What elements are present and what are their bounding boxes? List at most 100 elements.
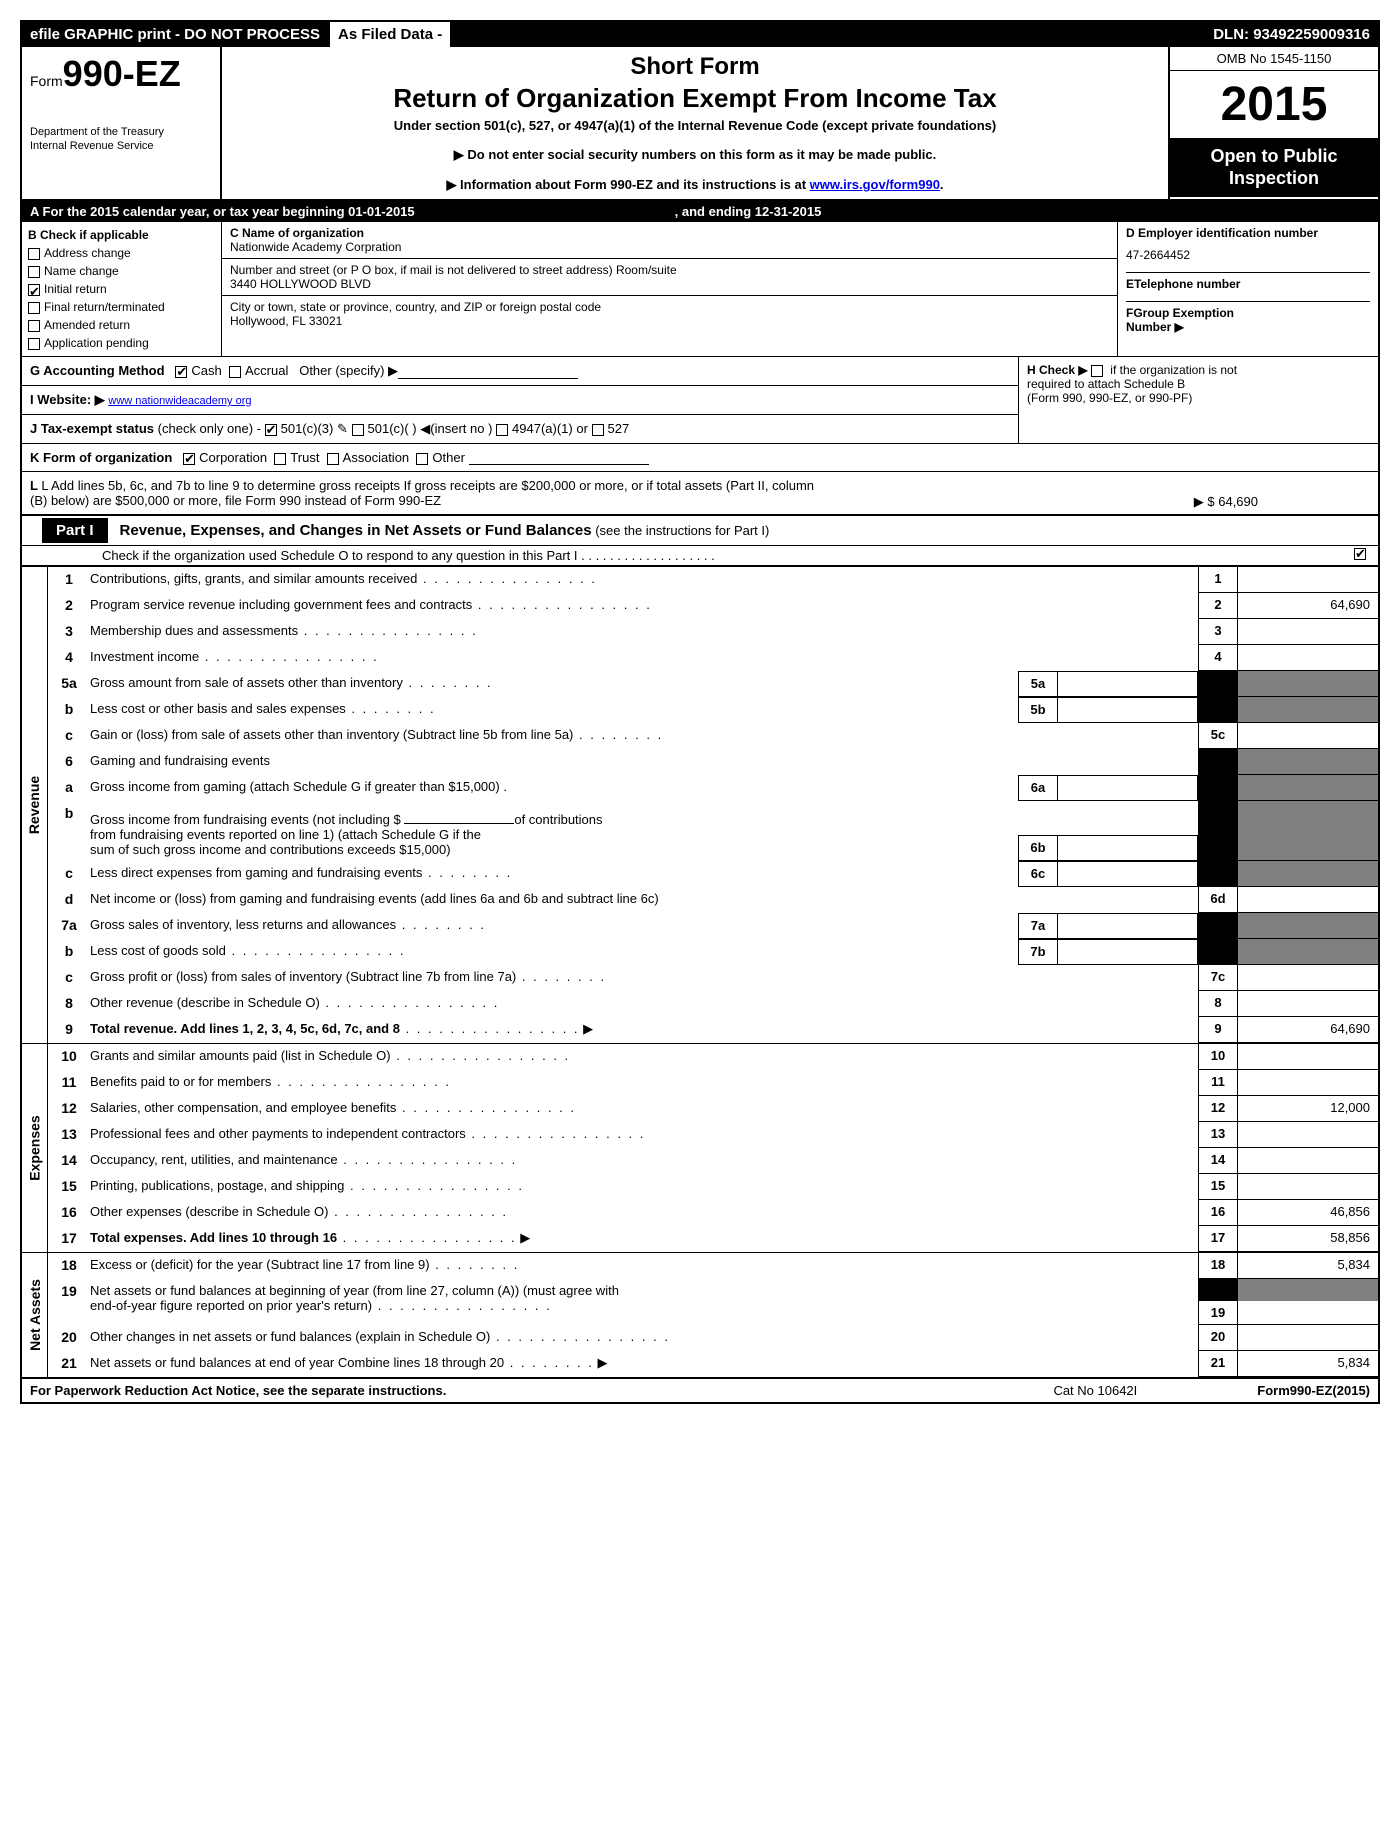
line-6a-no: a bbox=[48, 775, 90, 801]
j-501c-check[interactable] bbox=[352, 424, 364, 436]
line-6a-rn bbox=[1198, 775, 1238, 801]
dots bbox=[403, 675, 493, 690]
j-527-check[interactable] bbox=[592, 424, 604, 436]
note-info: ▶ Information about Form 990-EZ and its … bbox=[234, 177, 1156, 193]
arrow-icon bbox=[594, 1355, 608, 1370]
c-city: City or town, state or province, country… bbox=[222, 296, 1117, 332]
line-20-text: Other changes in net assets or fund bala… bbox=[90, 1329, 490, 1344]
part-i-check-row: Check if the organization used Schedule … bbox=[22, 546, 1378, 566]
line-15-text: Printing, publications, postage, and shi… bbox=[90, 1178, 344, 1193]
part-i-check-text: Check if the organization used Schedule … bbox=[102, 548, 715, 563]
line-14-no: 14 bbox=[48, 1148, 90, 1174]
dots bbox=[396, 917, 486, 932]
line-6b: b Gross income from fundraising events (… bbox=[48, 801, 1378, 861]
line-6c: c Less direct expenses from gaming and f… bbox=[48, 861, 1378, 887]
j-insert: ◀(insert no ) bbox=[420, 421, 492, 436]
dots bbox=[320, 995, 500, 1010]
line-12-text: Salaries, other compensation, and employ… bbox=[90, 1100, 396, 1115]
line-21-desc: Net assets or fund balances at end of ye… bbox=[90, 1351, 1198, 1377]
b-opt-2: Initial return bbox=[28, 280, 215, 298]
line-6b-blank[interactable] bbox=[404, 823, 514, 824]
subtitle: Under section 501(c), 527, or 4947(a)(1)… bbox=[234, 118, 1156, 133]
dots bbox=[338, 1152, 518, 1167]
g-other-blank[interactable] bbox=[398, 365, 578, 379]
expenses-label: Expenses bbox=[22, 1044, 48, 1252]
line-21-text: Net assets or fund balances at end of ye… bbox=[90, 1355, 504, 1370]
line-5b-rn bbox=[1198, 697, 1238, 723]
line-17-rn: 17 bbox=[1198, 1226, 1238, 1252]
line-14-desc: Occupancy, rent, utilities, and maintena… bbox=[90, 1148, 1198, 1174]
dots bbox=[337, 1230, 517, 1245]
line-5b-no: b bbox=[48, 697, 90, 723]
l-amount: ▶ $ 64,690 bbox=[1194, 494, 1258, 510]
b-check-0[interactable] bbox=[28, 248, 40, 260]
part-i-title-text: Revenue, Expenses, and Changes in Net As… bbox=[120, 522, 592, 539]
k-corp-check[interactable] bbox=[183, 453, 195, 465]
b-check-5[interactable] bbox=[28, 338, 40, 350]
line-7b-desc: Less cost of goods sold bbox=[90, 939, 1018, 965]
b-check-3[interactable] bbox=[28, 302, 40, 314]
irs-link[interactable]: www.irs.gov/form990 bbox=[810, 177, 940, 192]
line-7a-no: 7a bbox=[48, 913, 90, 939]
i-website[interactable]: www nationwideacademy org bbox=[108, 395, 251, 407]
line-4-desc: Investment income bbox=[90, 645, 1198, 671]
j-note: (check only one) - bbox=[158, 421, 261, 436]
tax-year: 2015 bbox=[1170, 71, 1378, 138]
line-5a-text: Gross amount from sale of assets other t… bbox=[90, 675, 403, 690]
b-check-4[interactable] bbox=[28, 320, 40, 332]
row-j: J Tax-exempt status (check only one) - 5… bbox=[22, 415, 1018, 443]
b-label-0: Address change bbox=[44, 246, 131, 260]
footer-left: For Paperwork Reduction Act Notice, see … bbox=[30, 1383, 446, 1398]
line-12-no: 12 bbox=[48, 1096, 90, 1122]
dots bbox=[516, 969, 606, 984]
bcdef-block: B Check if applicable Address change Nam… bbox=[22, 222, 1378, 357]
line-6b-rv bbox=[1238, 801, 1378, 861]
line-4-rv bbox=[1238, 645, 1378, 671]
line-6d: d Net income or (loss) from gaming and f… bbox=[48, 887, 1378, 913]
h-check[interactable] bbox=[1091, 365, 1103, 377]
k-trust-check[interactable] bbox=[274, 453, 286, 465]
g-cash-check[interactable] bbox=[175, 366, 187, 378]
footer-right: Form990-EZ(2015) bbox=[1257, 1383, 1370, 1398]
b-check-1[interactable] bbox=[28, 266, 40, 278]
line-6c-mn: 6c bbox=[1018, 861, 1058, 887]
line-5b: b Less cost or other basis and sales exp… bbox=[48, 697, 1378, 723]
g-accrual-check[interactable] bbox=[229, 366, 241, 378]
line-6b-mn: 6b bbox=[1018, 835, 1058, 861]
j-501c3-check[interactable] bbox=[265, 424, 277, 436]
part-i-tag: Part I bbox=[42, 518, 108, 543]
part-i-sched-o-check[interactable] bbox=[1354, 548, 1366, 560]
line-3-no: 3 bbox=[48, 619, 90, 645]
h-text3: required to attach Schedule B bbox=[1027, 377, 1185, 391]
line-20-desc: Other changes in net assets or fund bala… bbox=[90, 1325, 1198, 1351]
k-other-check[interactable] bbox=[416, 453, 428, 465]
dots bbox=[573, 727, 663, 742]
b-check-2[interactable] bbox=[28, 284, 40, 296]
line-1-rn: 1 bbox=[1198, 567, 1238, 593]
dots bbox=[396, 1100, 576, 1115]
k-assoc-check[interactable] bbox=[327, 453, 339, 465]
k-other-blank[interactable] bbox=[469, 451, 649, 465]
line-5a: 5a Gross amount from sale of assets othe… bbox=[48, 671, 1378, 697]
line-6b-mv bbox=[1058, 835, 1198, 861]
footer-right-prefix: Form bbox=[1257, 1383, 1290, 1398]
line-6b-t4: sum of such gross income and contributio… bbox=[90, 842, 1012, 857]
part-i-title: Revenue, Expenses, and Changes in Net As… bbox=[108, 522, 770, 539]
line-10-rn: 10 bbox=[1198, 1044, 1238, 1070]
j-4947-check[interactable] bbox=[496, 424, 508, 436]
line-18-text: Excess or (deficit) for the year (Subtra… bbox=[90, 1257, 430, 1272]
footer-right-suffix: (2015) bbox=[1332, 1383, 1370, 1398]
line-6-no: 6 bbox=[48, 749, 90, 775]
line-4-rn: 4 bbox=[1198, 645, 1238, 671]
expenses-label-text: Expenses bbox=[27, 1115, 43, 1180]
dept-irs: Internal Revenue Service bbox=[30, 139, 212, 153]
open-line2: Inspection bbox=[1174, 168, 1374, 190]
dots bbox=[417, 571, 597, 586]
line-16-no: 16 bbox=[48, 1200, 90, 1226]
h-text4: (Form 990, 990-EZ, or 990-PF) bbox=[1027, 391, 1192, 405]
form-page: efile GRAPHIC print - DO NOT PROCESS As … bbox=[20, 20, 1380, 1404]
line-2-rn: 2 bbox=[1198, 593, 1238, 619]
line-6d-desc: Net income or (loss) from gaming and fun… bbox=[90, 887, 1198, 913]
line-19b: 19 bbox=[48, 1301, 1378, 1325]
line-2-desc: Program service revenue including govern… bbox=[90, 593, 1198, 619]
